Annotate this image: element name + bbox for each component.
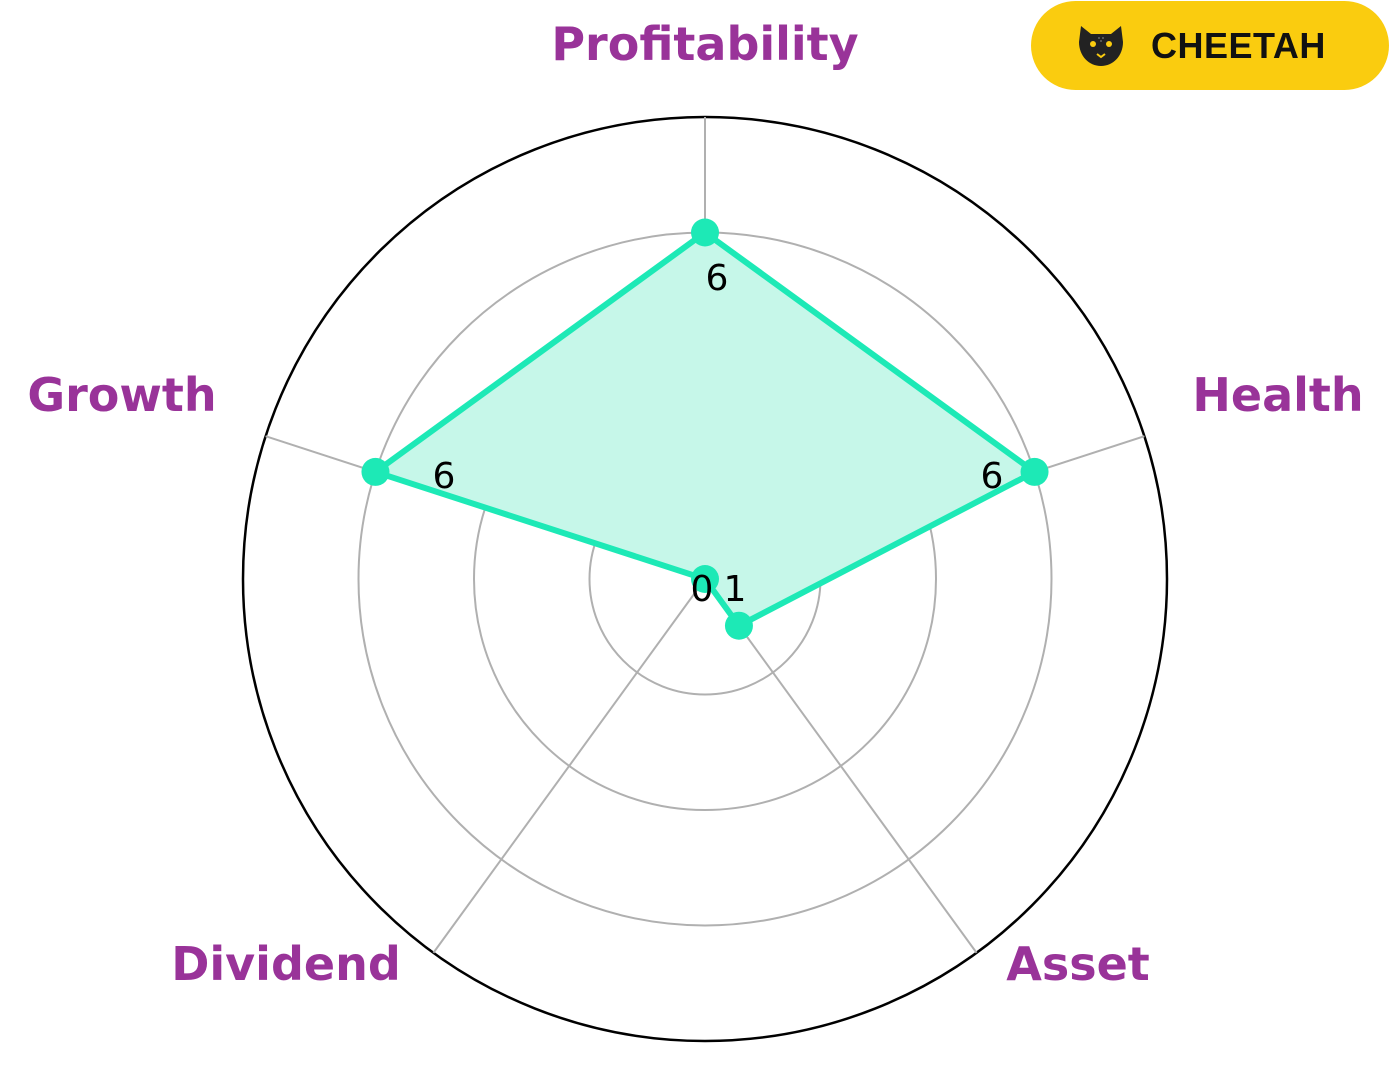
radar-labels: 6 6 10 6 Profitability Health Asset Dividend Gro… [27,17,1363,991]
data-point-health [1020,457,1049,486]
axis-label-profitability: Profitability [551,17,858,71]
radar-series [361,218,1049,640]
series-area [368,228,1041,630]
cheetah-badge[interactable]: CHEETAH [1031,1,1389,90]
value-label-asset: 1 [724,569,747,610]
spoke-asset [704,578,978,954]
spoke-dividend [432,578,706,954]
data-point-profitability [691,218,719,247]
data-point-growth [361,457,390,486]
value-label-dividend: 0 [691,569,714,610]
value-label-profitability: 6 [706,258,729,299]
axis-label-growth: Growth [27,368,216,422]
data-point-asset [724,611,753,640]
badge-label: CHEETAH [1151,24,1326,66]
cheetah-icon [1079,25,1123,66]
axis-label-dividend: Dividend [171,937,401,991]
axis-label-health: Health [1192,368,1363,422]
value-label-growth: 6 [433,456,456,497]
data-point-dividend [691,565,719,593]
value-label-health: 6 [981,456,1004,497]
axis-label-asset: Asset [1006,937,1150,991]
